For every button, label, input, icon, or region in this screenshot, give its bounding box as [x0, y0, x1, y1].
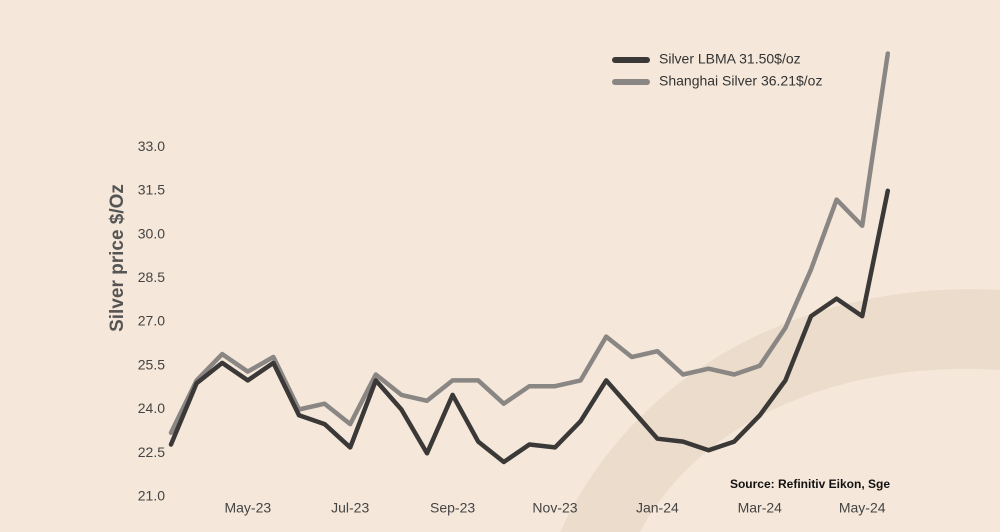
x-tick-label: Jul-23: [331, 500, 369, 516]
y-tick-label: 33.0: [138, 138, 165, 154]
x-tick-label: May-24: [839, 500, 886, 516]
y-tick-label: 22.5: [138, 444, 165, 460]
y-tick-label: 24.0: [138, 400, 165, 416]
x-tick-label: Sep-23: [430, 500, 475, 516]
legend-label: Shanghai Silver 36.21$/oz: [659, 73, 822, 89]
x-tick-label: May-23: [224, 500, 271, 516]
legend: Silver LBMA 31.50$/oz Shanghai Silver 36.…: [612, 51, 822, 89]
series-line: [168, 188, 891, 465]
series-line: [168, 51, 891, 436]
decoration: [640, 368, 1000, 532]
x-tick-label: Mar-24: [738, 500, 783, 516]
annotation: Source: Refinitiv Eikon, Sge: [730, 477, 890, 491]
y-tick-label: 30.0: [138, 225, 165, 241]
legend-label: Silver LBMA 31.50$/oz: [659, 51, 801, 67]
x-tick-label: Nov-23: [532, 500, 577, 516]
y-tick-label: 21.0: [138, 488, 165, 504]
x-tick-label: Jan-24: [636, 500, 679, 516]
y-axis-label: Silver price $/Oz: [107, 184, 128, 332]
y-tick-label: 27.0: [138, 313, 165, 329]
y-tick-label: 28.5: [138, 269, 165, 285]
y-tick-label: 31.5: [138, 182, 165, 198]
y-tick-label: 25.5: [138, 356, 165, 372]
